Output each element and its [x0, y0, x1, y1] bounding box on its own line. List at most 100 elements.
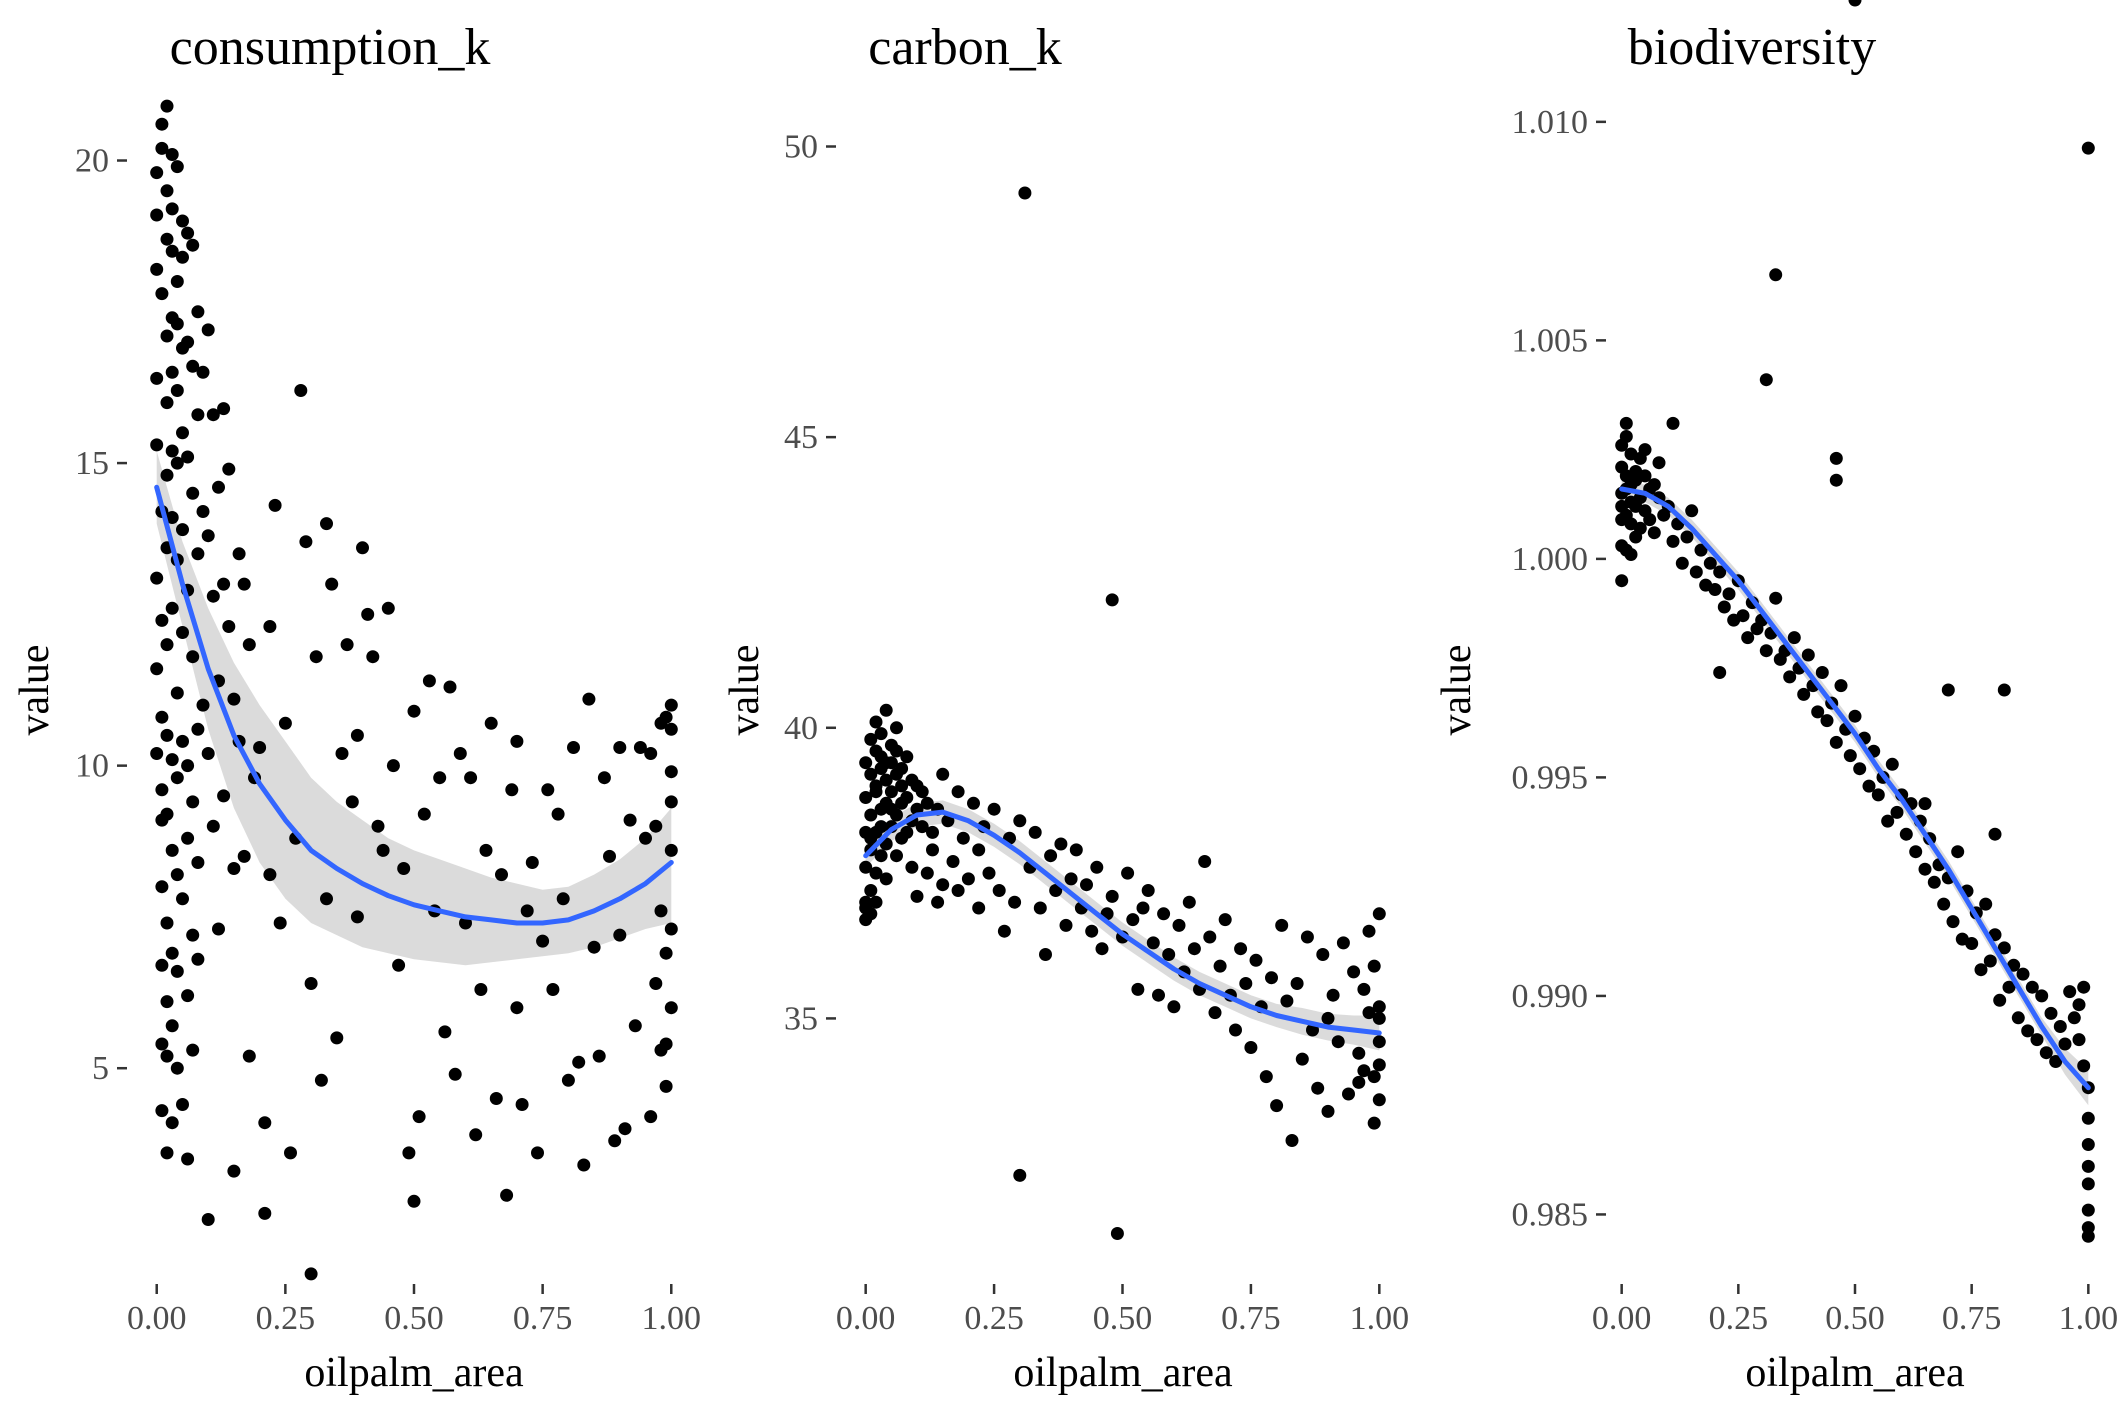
data-point [1787, 631, 1801, 645]
data-point [608, 1134, 622, 1148]
data-point [371, 819, 385, 833]
data-point [1717, 600, 1731, 614]
x-tick-label: 0.50 [1093, 1300, 1153, 1337]
data-point [2081, 1229, 2095, 1243]
data-point [227, 862, 241, 875]
data-point [196, 505, 210, 518]
data-point [1372, 1058, 1386, 1072]
data-point [191, 305, 205, 319]
data-point [869, 866, 883, 880]
data-point [1997, 683, 2011, 697]
data-point [1295, 1052, 1309, 1066]
data-point [1759, 373, 1773, 387]
data-point [155, 613, 169, 627]
data-point [165, 202, 179, 216]
data-point [1039, 948, 1052, 961]
data-point [1311, 1081, 1325, 1095]
data-point [474, 983, 488, 996]
panel-carbon: carbon_k value oilpalm_area 35 40 45 50 0.00… [722, 19, 1409, 1396]
data-point [181, 989, 195, 1003]
data-point [864, 808, 878, 822]
data-point [1342, 1087, 1355, 1101]
data-point [1290, 977, 1304, 990]
data-point [160, 232, 174, 246]
data-point [165, 365, 179, 379]
data-point [176, 214, 189, 228]
data-point [489, 1092, 503, 1105]
x-tick-label: 0.25 [964, 1300, 1024, 1337]
data-point [510, 734, 524, 748]
data-point [217, 402, 231, 416]
x-tick-label: 1.00 [1350, 1300, 1410, 1337]
data-point [284, 1146, 297, 1160]
data-point [1909, 845, 1923, 859]
data-point [201, 323, 215, 337]
data-point [186, 238, 200, 252]
data-point [165, 148, 179, 161]
data-point [217, 577, 231, 591]
x-tick-label: 0.00 [836, 1300, 896, 1337]
data-point [613, 928, 627, 942]
y-tick-label: 5 [92, 1050, 109, 1087]
data-point [2035, 989, 2049, 1003]
data-point [206, 819, 220, 833]
data-point [320, 892, 333, 906]
x-axis-title: oilpalm_area [1745, 1350, 1965, 1396]
x-tick-label: 0.75 [1942, 1300, 2002, 1337]
data-point [479, 843, 493, 857]
data-point [2044, 1006, 2058, 1020]
data-point [664, 698, 678, 712]
data-point [165, 511, 179, 524]
y-tick-label: 10 [75, 748, 109, 785]
data-point [438, 1025, 452, 1039]
data-point [884, 756, 898, 770]
data-point [186, 795, 200, 809]
data-point [1918, 797, 1932, 811]
data-point [361, 607, 375, 621]
data-point [191, 722, 205, 736]
data-point [1829, 735, 1843, 749]
data-point [1853, 762, 1867, 776]
data-point [407, 704, 421, 718]
data-point [572, 1055, 586, 1069]
data-point [320, 517, 333, 531]
data-point [628, 1019, 642, 1033]
y-tick-label: 20 [75, 143, 109, 180]
data-point [890, 721, 903, 735]
data-point [884, 785, 898, 799]
data-point [1126, 913, 1140, 927]
data-point [556, 892, 570, 906]
data-point [587, 940, 601, 954]
data-point [448, 1067, 462, 1081]
data-point [150, 747, 164, 760]
data-point [920, 796, 934, 810]
data-point [1208, 1006, 1222, 1020]
data-point [258, 1206, 272, 1220]
data-point [890, 744, 903, 758]
data-point [1059, 918, 1073, 932]
data-point [879, 872, 893, 886]
data-point [1110, 1227, 1124, 1240]
data-point [1167, 1000, 1181, 1014]
data-point [664, 765, 678, 779]
data-point [150, 371, 164, 385]
y-tick-label: 0.990 [1512, 978, 1589, 1015]
data-point [1372, 1093, 1386, 1107]
data-point [992, 884, 1006, 897]
data-point [263, 620, 277, 633]
data-point [325, 577, 339, 591]
data-point [227, 1164, 241, 1178]
data-point [900, 825, 914, 839]
data-point [412, 1110, 426, 1124]
data-point [155, 1037, 169, 1051]
data-point [1367, 959, 1381, 973]
data-point [150, 208, 164, 222]
data-point [2072, 1033, 2086, 1047]
data-point [1013, 814, 1027, 828]
data-point [1275, 918, 1289, 932]
data-point [1182, 895, 1196, 909]
y-tick-label: 45 [784, 419, 818, 456]
data-point [222, 620, 236, 633]
y-tick-label: 40 [784, 710, 818, 747]
